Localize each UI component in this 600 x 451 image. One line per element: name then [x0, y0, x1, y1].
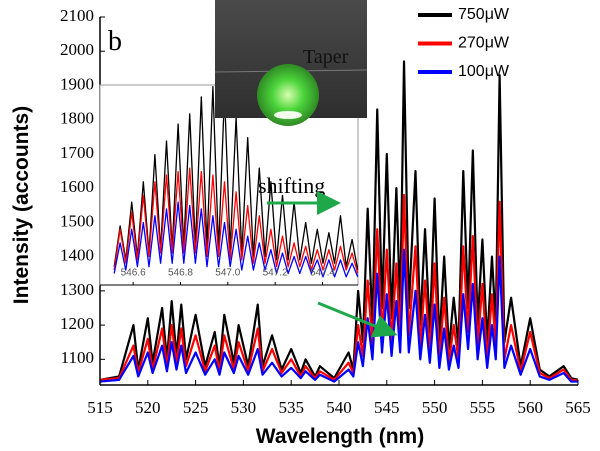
- annotation: shifting: [258, 173, 325, 198]
- main-plot: 515 520 525 530 535 540 545 550 555 560 565 1100 120…: [60, 6, 591, 417]
- y-axis-title: Intensity (accounts): [10, 106, 33, 304]
- x-tick-label: 530: [231, 398, 257, 417]
- x-tick-label: 547.0: [215, 268, 240, 279]
- y-tick-label: 1800: [60, 109, 94, 128]
- legend-label: 100μW: [458, 63, 510, 80]
- inset-label: Taper: [303, 46, 349, 68]
- x-tick-label: 547.4: [310, 268, 335, 279]
- green-spot: [257, 64, 319, 126]
- x-axis-title: Wavelength (nm): [256, 425, 424, 448]
- series-line: [113, 201, 358, 278]
- y-tick-label: 1500: [60, 211, 94, 230]
- y-tick-label: 2100: [60, 6, 94, 25]
- x-tick-label: 550: [422, 398, 448, 417]
- spot-highlight: [274, 111, 302, 119]
- inset-plot: 546.6 546.8 547.0 547.2 547.4 547: [99, 84, 371, 286]
- x-tick-labels: 546.6 546.8 547.0 547.2 547.4 547: [121, 268, 336, 279]
- pointer-arrow: [317, 301, 398, 338]
- photo: Taper: [214, 0, 368, 126]
- x-tick-label: 525: [183, 398, 209, 417]
- x-tick-label: 546.6: [121, 268, 146, 279]
- y-tick-label: 1600: [60, 177, 94, 196]
- series-line: [100, 193, 579, 382]
- x-tick-label: 546.8: [168, 268, 193, 279]
- panel-label: b: [108, 26, 122, 57]
- x-tick-label: 565: [565, 398, 591, 417]
- y-tick-label: 1100: [61, 348, 94, 367]
- legend-label: 750μW: [458, 6, 510, 23]
- x-tick-label: 515: [87, 398, 113, 417]
- y-tick-label: 1900: [60, 74, 94, 93]
- legend-label: 270μW: [458, 35, 510, 52]
- x-tick-label: 555: [470, 398, 496, 417]
- y-tick-label: 1300: [60, 280, 94, 299]
- y-tick-label: 2000: [60, 40, 94, 59]
- x-tick-label: 547.2: [263, 268, 288, 279]
- y-tick-label: 1400: [60, 246, 94, 265]
- x-tick-labels: 515 520 525 530 535 540 545 550 555 560 565: [87, 398, 591, 417]
- series-line: [113, 167, 358, 274]
- x-tick-label: 545: [374, 398, 400, 417]
- x-tick-label: 560: [517, 398, 543, 417]
- y-tick-label: 1700: [60, 143, 94, 162]
- x-tick-label: 520: [135, 398, 161, 417]
- x-tick-label: 535: [278, 398, 304, 417]
- x-tick-label: 540: [326, 398, 352, 417]
- y-tick-label: 1200: [60, 314, 94, 333]
- series-line: [100, 60, 579, 381]
